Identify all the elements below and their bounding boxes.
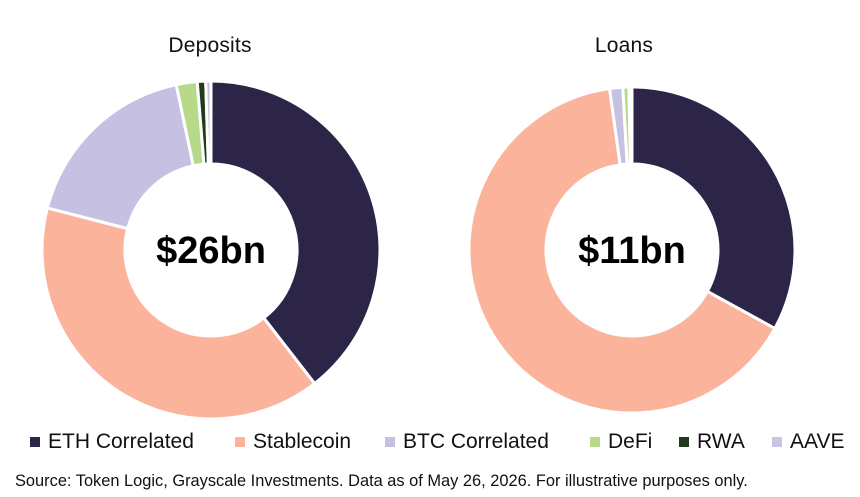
deposits-chart-title: Deposits <box>168 34 252 57</box>
legend-swatch-btc-correlated <box>385 437 395 447</box>
deposits-slice-stablecoin <box>40 206 317 421</box>
loans-slice-eth-correlated <box>630 85 797 331</box>
legend-swatch-stablecoin <box>235 437 245 447</box>
loans-slice-stablecoin <box>467 87 777 415</box>
legend-label-rwa: RWA <box>697 430 745 453</box>
deposits-slice-eth-correlated <box>209 79 382 386</box>
legend-item-rwa: RWA <box>679 430 745 454</box>
deposits-center-label: $26bn <box>156 230 266 272</box>
legend-item-stablecoin: Stablecoin <box>235 430 351 454</box>
legend-item-defi: DeFi <box>590 430 652 454</box>
loans-slice-aave <box>627 85 634 166</box>
deposits-donut: $26bn <box>40 79 382 421</box>
legend-label-defi: DeFi <box>608 430 653 453</box>
legend-swatch-defi <box>590 437 600 447</box>
deposits-slice-btc-correlated <box>45 83 195 231</box>
source-note: Source: Token Logic, Grayscale Investmen… <box>15 472 748 490</box>
loans-chart-title: Loans <box>594 34 654 57</box>
legend-label-eth-correlated: ETH Correlated <box>48 430 194 453</box>
legend-swatch-eth-correlated <box>30 437 40 447</box>
legend-item-eth-correlated: ETH Correlated <box>30 430 194 454</box>
chart-legend: ETH Correlated Stablecoin BTC Correlated… <box>30 430 850 460</box>
legend-label-btc-correlated: BTC Correlated <box>403 430 549 453</box>
loans-center-label: $11bn <box>578 230 686 272</box>
legend-item-aave: AAVE <box>772 430 844 454</box>
legend-swatch-rwa <box>679 437 689 447</box>
legend-label-stablecoin: Stablecoin <box>253 430 352 453</box>
donut-charts: $26bn $11bn <box>40 79 797 421</box>
legend-label-aave: AAVE <box>790 430 845 453</box>
loans-donut: $11bn <box>467 85 797 415</box>
legend-swatch-aave <box>772 437 782 447</box>
deposits-slice-aave <box>204 79 213 166</box>
legend-item-btc-correlated: BTC Correlated <box>385 430 549 454</box>
